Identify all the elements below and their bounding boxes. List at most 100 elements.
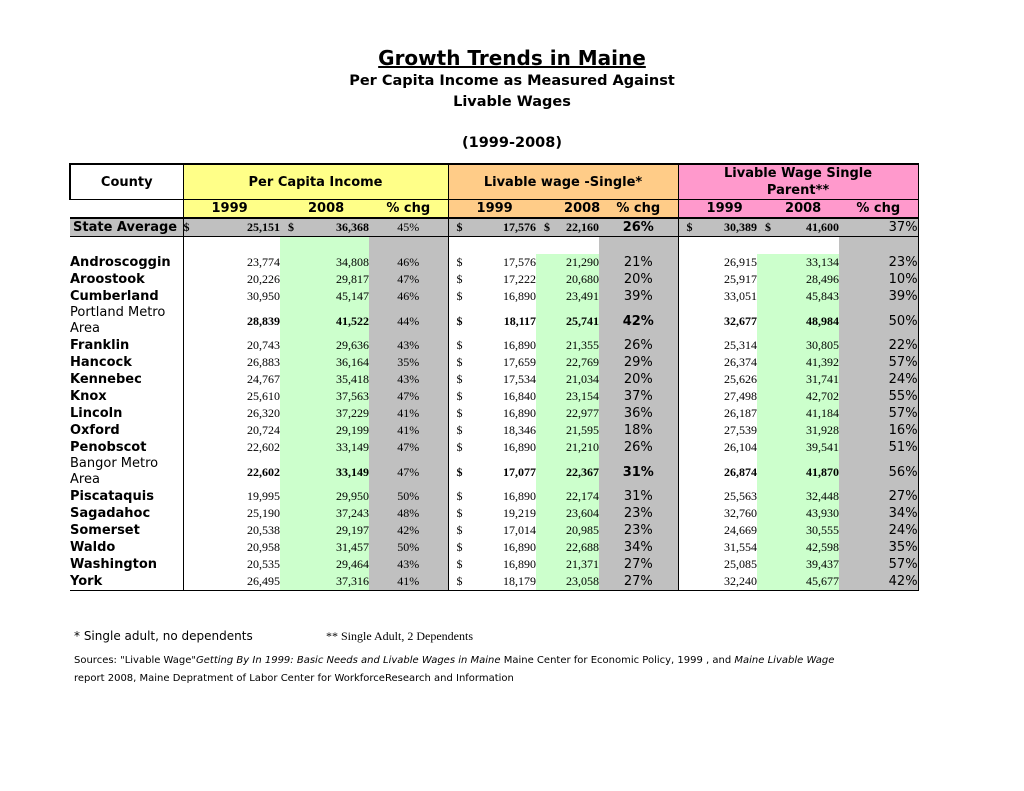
county-name: Piscataquis bbox=[70, 489, 154, 504]
dollar-cell bbox=[182, 439, 209, 456]
parent-2008: 41,392 bbox=[757, 354, 840, 371]
dollar-cell bbox=[182, 405, 209, 422]
county-name: Penobscot bbox=[70, 440, 147, 455]
county-row: Waldo 20,958 31,457 50% $16,890 22,688 34% 31,5… bbox=[70, 539, 919, 556]
pci-chg: 43% bbox=[369, 371, 449, 388]
parent-1999: 26,874 bbox=[677, 456, 758, 488]
footnote-parent: ** Single Adult, 2 Dependents bbox=[326, 629, 473, 643]
pci-chg: 47% bbox=[369, 271, 449, 288]
dollar-cell bbox=[182, 505, 209, 522]
single-chg: 34% bbox=[599, 539, 679, 556]
pci-chg: 44% bbox=[369, 305, 449, 337]
county-row: Androscoggin 23,774 34,808 46% $17,576 21,290… bbox=[70, 254, 919, 271]
parent-1999: 25,563 bbox=[677, 488, 758, 505]
parent-chg: 42% bbox=[839, 573, 919, 591]
county-name: Oxford bbox=[70, 423, 120, 438]
sources-mid: Maine Center for Economic Policy, 1999 ,… bbox=[500, 655, 735, 666]
county-row: Hancock 26,883 36,164 35% $17,659 22,769 29% 26… bbox=[70, 354, 919, 371]
single-2008: 21,355 bbox=[536, 337, 600, 354]
state-parent-1999-value: 30,389 bbox=[724, 220, 758, 234]
pci-1999: 28,839 bbox=[247, 313, 280, 328]
single-1999: $16,890 bbox=[447, 488, 537, 505]
pci-2008: 29,636 bbox=[280, 337, 369, 354]
single-chg: 31% bbox=[599, 456, 679, 488]
pci-chg: 42% bbox=[369, 522, 449, 539]
county-row: Bangor Metro Area 22,602 33,149 47% $17,077 2… bbox=[70, 456, 919, 488]
single-2008: 20,680 bbox=[536, 271, 600, 288]
single-2008: 23,604 bbox=[536, 505, 600, 522]
parent-2008-header: 2008 bbox=[757, 199, 840, 219]
single-1999-header: 1999 bbox=[447, 199, 537, 219]
dollar-sign: $ bbox=[288, 220, 294, 234]
pci-1999: 23,774 bbox=[247, 255, 280, 269]
parent-chg: 51% bbox=[839, 439, 919, 456]
single-1999-value: 16,890 bbox=[503, 489, 537, 503]
state-parent-2008-value: 41,600 bbox=[806, 220, 840, 234]
single-chg: 21% bbox=[599, 254, 679, 271]
single-1999: $16,840 bbox=[447, 388, 537, 405]
parent-1999: 26,915 bbox=[677, 254, 758, 271]
pci-2008: 29,199 bbox=[280, 422, 369, 439]
dollar-cell bbox=[182, 354, 209, 371]
dollar-cell bbox=[182, 556, 209, 573]
parent-2008: 31,928 bbox=[757, 422, 840, 439]
dollar-sign: $ bbox=[182, 217, 209, 237]
dollar-sign: $ bbox=[456, 289, 463, 303]
parent-chg: 24% bbox=[839, 522, 919, 539]
single-2008: 23,154 bbox=[536, 388, 600, 405]
header-blank bbox=[70, 199, 183, 219]
parent-2008: 45,677 bbox=[757, 573, 840, 591]
pci-chg: 50% bbox=[369, 488, 449, 505]
single-1999-value: 18,346 bbox=[503, 423, 537, 437]
dollar-sign: $ bbox=[456, 540, 463, 554]
state-single-2008-value: 22,160 bbox=[566, 220, 600, 234]
dollar-cell bbox=[182, 305, 209, 337]
single-chg: 18% bbox=[599, 422, 679, 439]
sources-title-2: Maine Livable Wage bbox=[734, 655, 835, 666]
county-row: Knox 25,610 37,563 47% $16,840 23,154 37% 27,49… bbox=[70, 388, 919, 405]
single-1999-value: 16,890 bbox=[503, 440, 537, 454]
county-row: York 26,495 37,316 41% $18,179 23,058 27% 32,24… bbox=[70, 573, 919, 591]
pci-2008: 29,817 bbox=[280, 271, 369, 288]
parent-chg: 57% bbox=[839, 405, 919, 422]
table-body: County Per Capita Income Livable wage -S… bbox=[69, 163, 919, 591]
county-row: Kennebec 24,767 35,418 43% $17,534 21,034 20% 2… bbox=[70, 371, 919, 388]
state-pci-1999: 25,151 bbox=[209, 217, 280, 237]
parent-2008: 48,984 bbox=[757, 305, 840, 337]
spacer-row bbox=[70, 236, 919, 254]
parent-2008: 39,437 bbox=[757, 556, 840, 573]
single-1999: $18,346 bbox=[447, 422, 537, 439]
parent-chg: 23% bbox=[839, 254, 919, 271]
dollar-cell bbox=[182, 371, 209, 388]
pci-2008: 37,563 bbox=[280, 388, 369, 405]
single-chg: 27% bbox=[599, 573, 679, 591]
pci-1999: 22,602 bbox=[247, 464, 280, 479]
dollar-sign: $ bbox=[765, 220, 772, 234]
single-2008-header: 2008 bbox=[536, 199, 600, 219]
pci-1999: 25,190 bbox=[247, 506, 280, 520]
pci-2008: 33,149 bbox=[280, 439, 369, 456]
parent-chg: 39% bbox=[839, 288, 919, 305]
parent-1999: 31,554 bbox=[677, 539, 758, 556]
county-row: Oxford 20,724 29,199 41% $18,346 21,595 18% 27,… bbox=[70, 422, 919, 439]
pci-1999: 20,958 bbox=[247, 540, 280, 554]
county-name: Androscoggin bbox=[70, 255, 171, 270]
single-1999-value: 17,576 bbox=[503, 255, 537, 269]
pci-2008: 41,522 bbox=[280, 305, 369, 337]
parent-2008: 30,555 bbox=[757, 522, 840, 539]
pci-chg: 48% bbox=[369, 505, 449, 522]
parent-1999: 25,917 bbox=[677, 271, 758, 288]
pci-2008: 34,808 bbox=[280, 254, 369, 271]
parent-chg: 34% bbox=[839, 505, 919, 522]
dollar-sign: $ bbox=[456, 255, 463, 269]
single-1999-value: 17,659 bbox=[503, 355, 537, 369]
state-pci-2008-value: 36,368 bbox=[336, 220, 369, 234]
parent-2008: 41,184 bbox=[757, 405, 840, 422]
state-single-1999: $17,576 bbox=[447, 217, 537, 237]
single-1999: $17,659 bbox=[447, 354, 537, 371]
county-row: Lincoln 26,320 37,229 41% $16,890 22,977 36% 26… bbox=[70, 405, 919, 422]
dollar-sign: $ bbox=[544, 220, 551, 234]
pci-2008: 37,243 bbox=[280, 505, 369, 522]
state-single-chg: 26% bbox=[599, 217, 679, 237]
parent-1999: 26,374 bbox=[677, 354, 758, 371]
